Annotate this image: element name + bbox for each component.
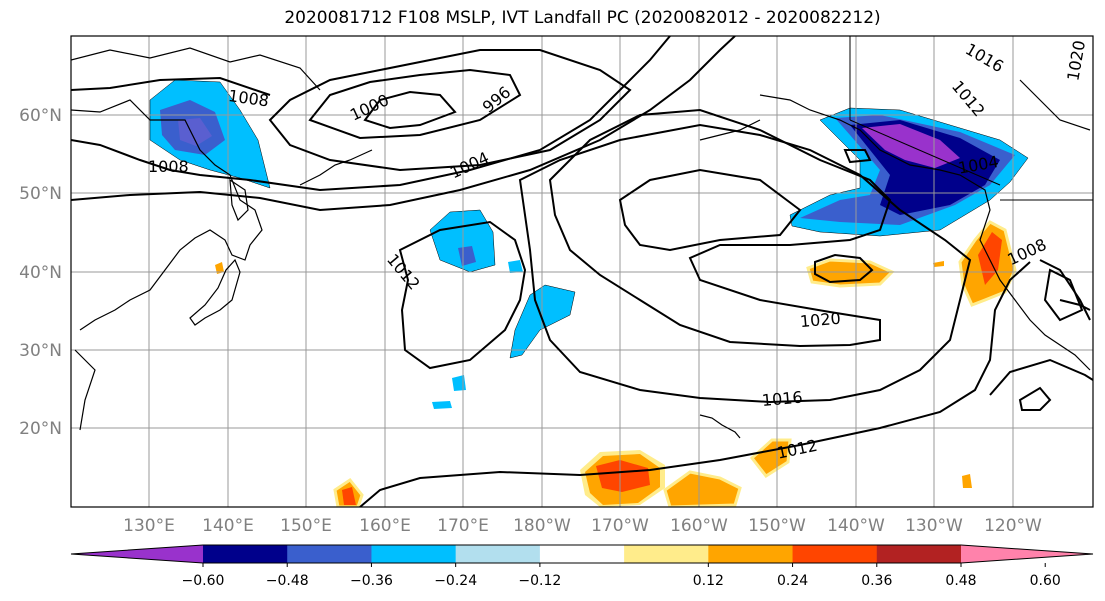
lon-label: 130°E	[123, 516, 175, 536]
lon-label: 160°W	[670, 516, 728, 536]
colorbar-segment	[371, 545, 457, 563]
longitude-labels: 130°E 140°E 150°E 160°E 170°E 180°W 170°…	[123, 516, 1042, 536]
lat-label-40: 40°N	[19, 263, 62, 283]
colorbar-tick-label: 0.12	[693, 573, 724, 589]
lon-label: 120°W	[984, 516, 1042, 536]
lon-label: 170°W	[591, 516, 649, 536]
map-frame	[70, 35, 1094, 508]
ivt-positive-shading	[215, 220, 1017, 507]
lon-label: 160°E	[359, 516, 411, 536]
colorbar-segment	[876, 545, 962, 563]
colorbar-tick-label: 0.60	[1030, 573, 1061, 589]
mslp-contours	[71, 36, 1093, 507]
colorbar-tick-label: −0.24	[434, 573, 477, 589]
contour-label: 1008	[148, 157, 189, 176]
map-title: 2020081712 F108 MSLP, IVT Landfall PC (2…	[284, 8, 881, 28]
colorbar-tick-label: −0.60	[182, 573, 225, 589]
colorbar-extend-min	[71, 545, 203, 563]
lat-label-50: 50°N	[19, 184, 62, 204]
coastlines	[71, 47, 1091, 439]
latitude-labels: 60°N 50°N 40°N 30°N 20°N	[19, 106, 62, 439]
colorbar-extend-max	[961, 545, 1093, 563]
colorbar-tick-label: −0.48	[266, 573, 309, 589]
lon-label: 140°E	[202, 516, 254, 536]
lon-label: 150°W	[748, 516, 806, 536]
graticule	[71, 36, 1093, 507]
political-borders	[849, 36, 1093, 201]
colorbar-segment	[539, 545, 625, 563]
lon-label: 180°W	[513, 516, 571, 536]
colorbar-tick-label: 0.36	[861, 573, 892, 589]
colorbar-tick-label: 0.48	[945, 573, 976, 589]
lon-label: 170°E	[437, 516, 489, 536]
contour-label: 1016	[761, 387, 803, 409]
colorbar-tick-label: 0.24	[777, 573, 808, 589]
colorbar: −0.60 −0.48 −0.36 −0.24 −0.12 0.12 0.24 0.36 0.4…	[70, 544, 1094, 589]
lon-label: 150°E	[280, 516, 332, 536]
colorbar-segment	[203, 545, 288, 563]
lon-label: 130°W	[905, 516, 963, 536]
lat-label-60: 60°N	[19, 106, 62, 126]
lat-label-30: 30°N	[19, 341, 62, 361]
colorbar-tick-label: −0.36	[350, 573, 393, 589]
colorbar-segment	[287, 545, 372, 563]
colorbar-segment	[792, 545, 878, 563]
colorbar-tick-label: −0.12	[518, 573, 561, 589]
colorbar-segment	[624, 545, 709, 563]
lon-label: 140°W	[827, 516, 885, 536]
lat-label-20: 20°N	[19, 419, 62, 439]
contour-label: 1020	[799, 309, 841, 331]
ivt-negative-shading	[149, 79, 1029, 409]
colorbar-segment	[455, 545, 541, 563]
colorbar-segment	[708, 545, 794, 563]
